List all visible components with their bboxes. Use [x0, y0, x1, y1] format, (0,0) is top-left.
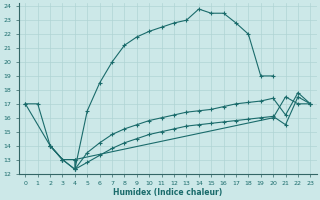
X-axis label: Humidex (Indice chaleur): Humidex (Indice chaleur)	[113, 188, 222, 197]
